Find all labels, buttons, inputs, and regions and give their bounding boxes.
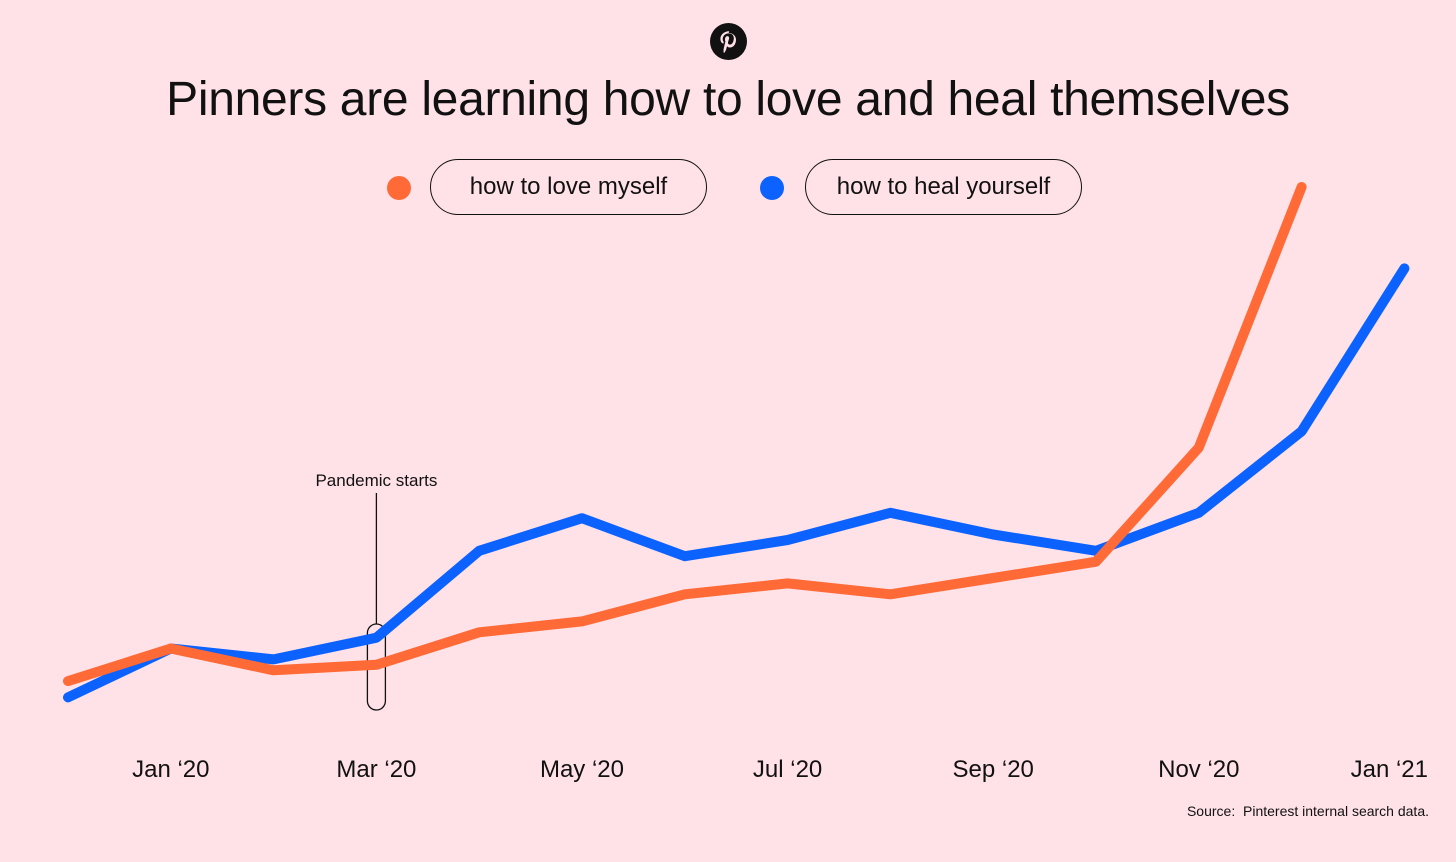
data-point-love-myself bbox=[787, 582, 789, 584]
series-line-heal-yourself bbox=[63, 263, 1410, 703]
data-point-love-myself bbox=[273, 669, 275, 671]
data-point-love-myself bbox=[1095, 561, 1097, 563]
data-point-heal-yourself bbox=[1198, 512, 1200, 514]
data-point-love-myself bbox=[684, 593, 686, 595]
data-point-love-myself bbox=[67, 680, 69, 682]
x-tick-label: Sep ‘20 bbox=[952, 756, 1033, 783]
data-point-heal-yourself bbox=[1403, 267, 1405, 269]
data-point-heal-yourself bbox=[581, 517, 583, 519]
data-point-heal-yourself bbox=[375, 637, 377, 639]
data-point-heal-yourself bbox=[478, 550, 480, 552]
data-point-love-myself bbox=[581, 620, 583, 622]
data-point-heal-yourself bbox=[992, 534, 994, 536]
data-point-heal-yourself bbox=[1301, 430, 1303, 432]
source-note: Source: Pinterest internal search data. bbox=[1186, 803, 1429, 819]
data-point-heal-yourself bbox=[684, 555, 686, 557]
legend-dot-heal-yourself bbox=[760, 176, 784, 200]
x-tick-label: Jan ‘20 bbox=[132, 756, 209, 783]
data-point-love-myself bbox=[170, 648, 172, 650]
x-tick-label: Nov ‘20 bbox=[1158, 756, 1239, 783]
legend-pill-heal-yourself: how to heal yourself bbox=[805, 159, 1082, 215]
x-tick-label: Jul ‘20 bbox=[753, 756, 822, 783]
legend-pill-love-myself: how to love myself bbox=[430, 159, 707, 215]
data-point-heal-yourself bbox=[787, 539, 789, 541]
data-point-love-myself bbox=[889, 593, 891, 595]
data-point-love-myself bbox=[478, 631, 480, 633]
data-point-love-myself bbox=[375, 664, 377, 666]
annotation-label: Pandemic starts bbox=[315, 471, 437, 490]
data-point-heal-yourself bbox=[889, 512, 891, 514]
data-point-love-myself bbox=[992, 577, 994, 579]
x-tick-label: May ‘20 bbox=[540, 756, 624, 783]
data-point-heal-yourself bbox=[273, 658, 275, 660]
data-point-heal-yourself bbox=[67, 696, 69, 698]
data-point-heal-yourself bbox=[1095, 550, 1097, 552]
data-point-love-myself bbox=[1301, 186, 1303, 188]
chart-title: Pinners are learning how to love and hea… bbox=[166, 73, 1290, 126]
series-line-love-myself bbox=[63, 182, 1307, 687]
pinterest-logo-icon bbox=[710, 23, 747, 60]
x-tick-label: Jan ‘21 bbox=[1351, 756, 1428, 783]
legend-dot-love-myself bbox=[387, 176, 411, 200]
x-tick-label: Mar ‘20 bbox=[336, 756, 416, 783]
data-point-love-myself bbox=[1198, 447, 1200, 449]
